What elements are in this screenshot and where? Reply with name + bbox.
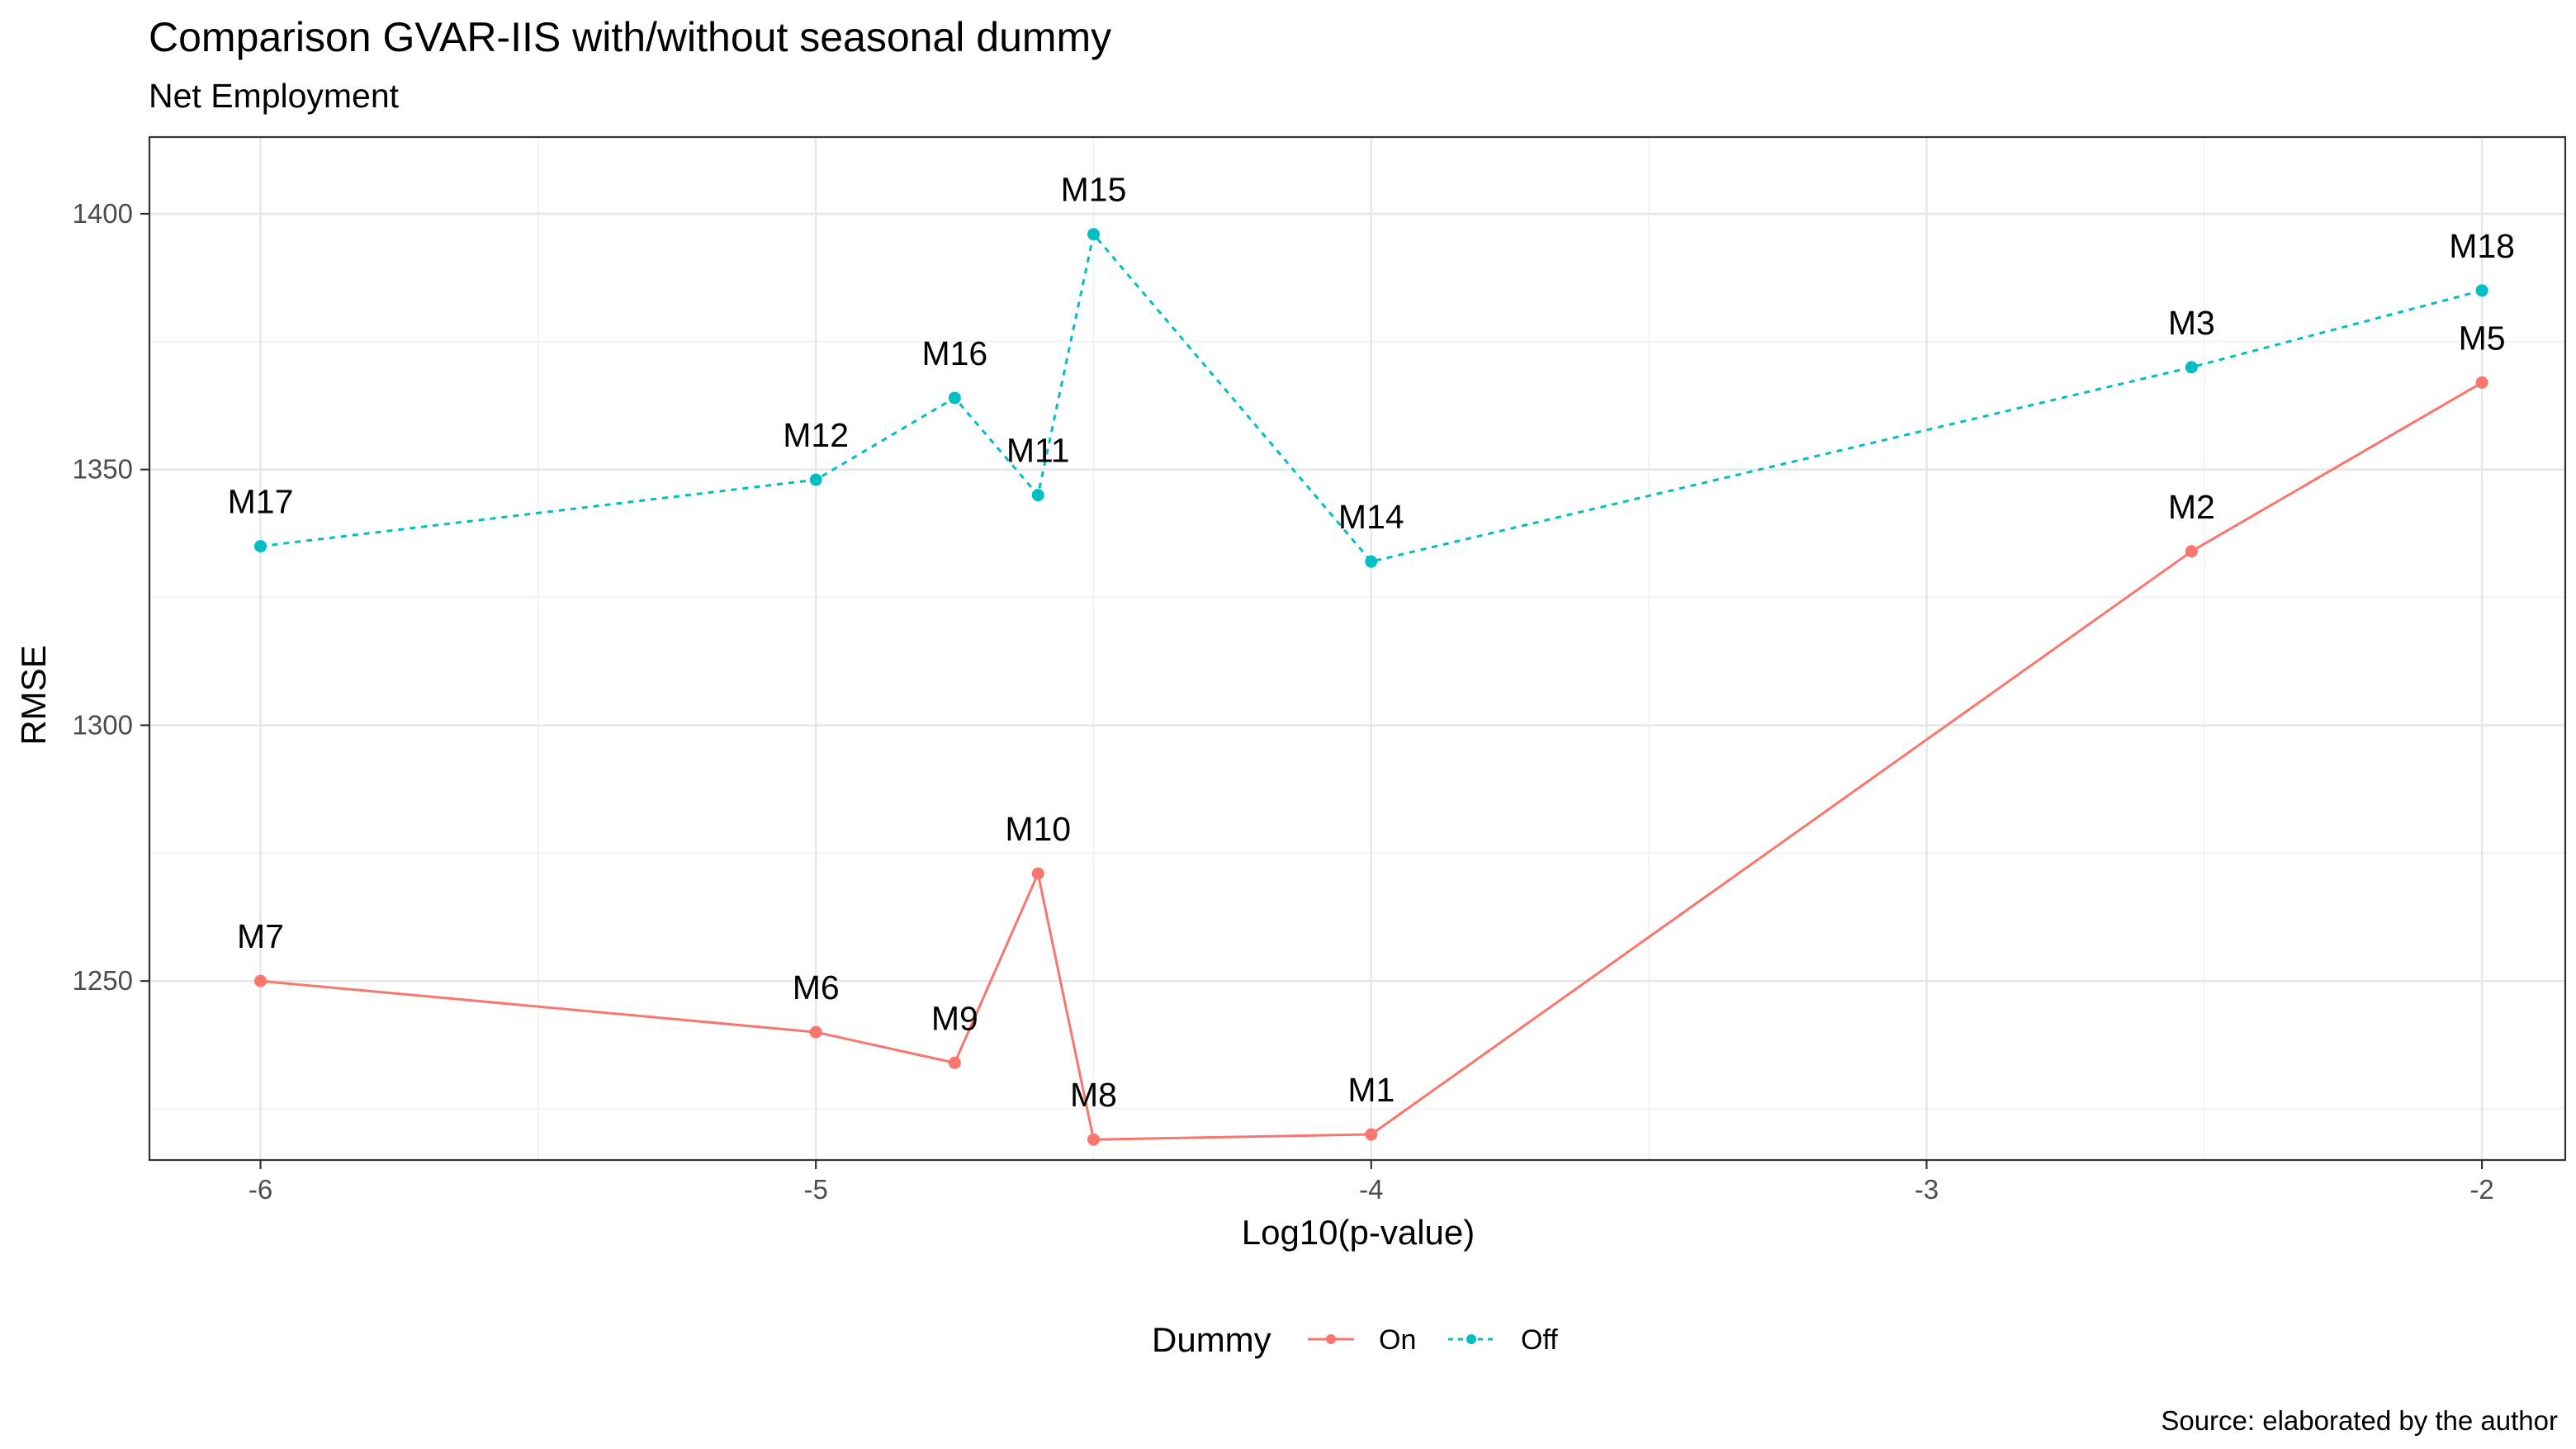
point-label-m7: M7 <box>237 917 284 955</box>
x-tick-label: -4 <box>1359 1174 1383 1205</box>
point-label-m1: M1 <box>1347 1071 1395 1109</box>
point-label-m6: M6 <box>793 968 840 1006</box>
legend-point-off <box>1466 1334 1476 1344</box>
point-label-m2: M2 <box>2168 488 2215 526</box>
series-layer <box>254 228 2488 1146</box>
legend-label-on: On <box>1379 1324 1416 1356</box>
y-tick-label: 1300 <box>73 709 133 740</box>
data-point-m12 <box>809 473 822 486</box>
legend-label-off: Off <box>1521 1324 1558 1356</box>
y-tick-label: 1250 <box>73 965 133 996</box>
grid-major <box>149 137 2565 1160</box>
point-label-m17: M17 <box>228 483 294 521</box>
point-label-m15: M15 <box>1061 171 1127 209</box>
chart-caption: Source: elaborated by the author <box>2161 1405 2558 1436</box>
chart-title: Comparison GVAR-IIS with/without seasona… <box>149 14 1111 60</box>
plot-border <box>148 135 2567 1162</box>
point-label-m12: M12 <box>783 416 849 454</box>
legend: Dummy On Off <box>1152 1320 1558 1359</box>
x-tick-label: -6 <box>249 1174 272 1205</box>
data-point-m17 <box>254 540 268 553</box>
chart-subtitle: Net Employment <box>149 77 400 115</box>
series-line-on <box>260 381 2483 1141</box>
x-axis-title: Log10(p-value) <box>1242 1213 1475 1252</box>
grid-minor <box>149 137 2565 1160</box>
data-point-m14 <box>1365 555 1378 568</box>
x-tick-label: -3 <box>1915 1174 1939 1205</box>
data-point-m16 <box>948 391 961 405</box>
point-label-m16: M16 <box>921 334 987 372</box>
data-point-m11 <box>1031 489 1044 502</box>
point-label-m3: M3 <box>2168 304 2215 342</box>
point-label-m11: M11 <box>1006 432 1070 470</box>
data-point-m18 <box>2475 284 2488 297</box>
x-axis: -6 -5 -4 -3 -2 <box>249 1160 2494 1205</box>
data-point-m10 <box>1031 867 1044 880</box>
data-point-m3 <box>2185 361 2198 374</box>
y-axis: 1250 1300 1350 1400 <box>73 198 149 996</box>
x-tick-label: -2 <box>2469 1174 2493 1205</box>
y-tick-label: 1350 <box>73 454 133 485</box>
data-point-m2 <box>2185 545 2198 558</box>
series-line-off <box>260 233 2483 563</box>
y-tick-label: 1400 <box>73 198 133 229</box>
point-labels: M7 M6 M9 M10 M8 M1 M2 M5 M17 M12 M16 M11 M15 M14 M3 M18 <box>228 171 2515 1115</box>
data-point-m7 <box>254 974 268 987</box>
legend-point-on <box>1326 1334 1336 1344</box>
point-label-m8: M8 <box>1070 1076 1117 1114</box>
point-label-m14: M14 <box>1338 498 1404 536</box>
data-point-m8 <box>1087 1133 1100 1146</box>
point-label-m18: M18 <box>2449 227 2515 265</box>
plot-panel <box>149 137 2565 1160</box>
data-point-m5 <box>2475 376 2488 389</box>
point-label-m5: M5 <box>2459 319 2506 357</box>
legend-key-off <box>1448 1334 1494 1344</box>
point-label-m10: M10 <box>1005 810 1071 848</box>
plot-area: M7 M6 M9 M10 M8 M1 M2 M5 M17 M12 M16 M11 M15 M14 M3 M18 <box>148 135 2567 1162</box>
data-point-m15 <box>1087 228 1100 241</box>
legend-key-on <box>1308 1334 1354 1344</box>
point-label-m9: M9 <box>931 999 978 1037</box>
data-point-m6 <box>809 1025 822 1039</box>
data-point-m9 <box>948 1056 961 1069</box>
legend-title: Dummy <box>1152 1320 1271 1359</box>
y-axis-title: RMSE <box>14 645 53 745</box>
data-point-m1 <box>1365 1128 1378 1141</box>
x-tick-label: -5 <box>804 1174 828 1205</box>
